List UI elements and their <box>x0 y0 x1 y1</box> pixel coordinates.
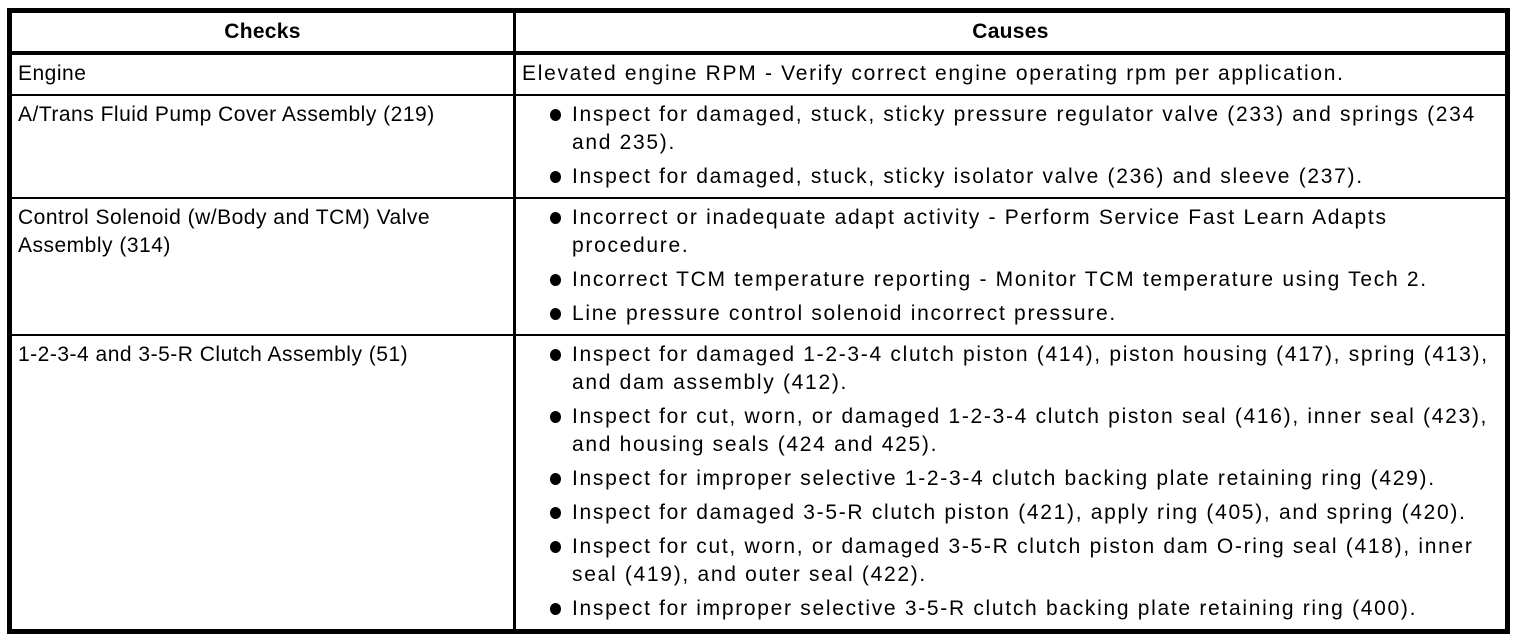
table-row-control-solenoid: Control Solenoid (w/Body and TCM) Valve … <box>8 197 1509 336</box>
bullet-icon <box>550 507 561 519</box>
bullet-icon <box>550 274 561 286</box>
cause-item: Inspect for cut, worn, or damaged 3-5-R … <box>522 533 1497 589</box>
cause-item: Incorrect or inadequate adapt activity -… <box>522 204 1497 260</box>
column-header-causes: Causes <box>513 9 1509 55</box>
cause-text: Inspect for damaged, stuck, sticky press… <box>572 103 1476 154</box>
cause-item: Inspect for improper selective 3-5-R clu… <box>522 595 1497 623</box>
cause-text: Inspect for damaged 1-2-3-4 clutch pisto… <box>572 343 1489 394</box>
causes-list: Inspect for damaged, stuck, sticky press… <box>522 101 1497 191</box>
bullet-icon <box>550 473 561 485</box>
bullet-icon <box>550 603 561 615</box>
causes-cell: Inspect for damaged, stuck, sticky press… <box>513 94 1509 199</box>
check-cell: 1-2-3-4 and 3-5-R Clutch Assembly (51) <box>8 334 516 633</box>
bullet-icon <box>550 541 561 553</box>
column-header-checks: Checks <box>8 9 516 55</box>
causes-cell: Inspect for damaged 1-2-3-4 clutch pisto… <box>513 334 1509 633</box>
diagnostic-checks-causes-table: Checks Causes Engine Elevated engine RPM… <box>7 8 1510 634</box>
table-row-clutch-assembly: 1-2-3-4 and 3-5-R Clutch Assembly (51) I… <box>8 334 1509 633</box>
causes-list: Inspect for damaged 1-2-3-4 clutch pisto… <box>522 341 1497 623</box>
table-row-pump-cover: A/Trans Fluid Pump Cover Assembly (219) … <box>8 94 1509 199</box>
cause-item: Incorrect TCM temperature reporting - Mo… <box>522 266 1497 294</box>
cause-text: Elevated engine RPM - Verify correct eng… <box>522 62 1345 85</box>
bullet-icon <box>550 411 561 423</box>
cause-item: Inspect for damaged, stuck, sticky isola… <box>522 163 1497 191</box>
bullet-icon <box>550 212 561 224</box>
cause-text: Inspect for damaged, stuck, sticky isola… <box>572 165 1364 188</box>
table-row-engine: Engine Elevated engine RPM - Verify corr… <box>8 52 1509 96</box>
bullet-icon <box>550 349 561 361</box>
cause-text: Line pressure control solenoid incorrect… <box>572 302 1117 325</box>
cause-item: Inspect for damaged 1-2-3-4 clutch pisto… <box>522 341 1497 397</box>
cause-text: Inspect for improper selective 1-2-3-4 c… <box>572 467 1436 490</box>
bullet-icon <box>550 171 561 183</box>
check-cell: Engine <box>8 52 516 96</box>
causes-list: Incorrect or inadequate adapt activity -… <box>522 204 1497 328</box>
bullet-icon <box>550 109 561 121</box>
cause-text: Inspect for damaged 3-5-R clutch piston … <box>572 501 1467 524</box>
cause-item: Inspect for improper selective 1-2-3-4 c… <box>522 465 1497 493</box>
cause-item: Inspect for damaged 3-5-R clutch piston … <box>522 499 1497 527</box>
check-cell: Control Solenoid (w/Body and TCM) Valve … <box>8 197 516 336</box>
cause-text: Incorrect or inadequate adapt activity -… <box>572 206 1388 257</box>
causes-cell: Incorrect or inadequate adapt activity -… <box>513 197 1509 336</box>
cause-item: Inspect for cut, worn, or damaged 1-2-3-… <box>522 403 1497 459</box>
causes-cell: Elevated engine RPM - Verify correct eng… <box>513 52 1509 96</box>
cause-item: Line pressure control solenoid incorrect… <box>522 300 1497 328</box>
check-cell: A/Trans Fluid Pump Cover Assembly (219) <box>8 94 516 199</box>
cause-text: Inspect for cut, worn, or damaged 3-5-R … <box>572 535 1474 586</box>
cause-text: Inspect for cut, worn, or damaged 1-2-3-… <box>572 405 1489 456</box>
bullet-icon <box>550 308 561 320</box>
cause-text: Incorrect TCM temperature reporting - Mo… <box>572 268 1428 291</box>
header-row: Checks Causes <box>8 9 1509 55</box>
cause-item: Inspect for damaged, stuck, sticky press… <box>522 101 1497 157</box>
cause-text: Inspect for improper selective 3-5-R clu… <box>572 597 1418 620</box>
